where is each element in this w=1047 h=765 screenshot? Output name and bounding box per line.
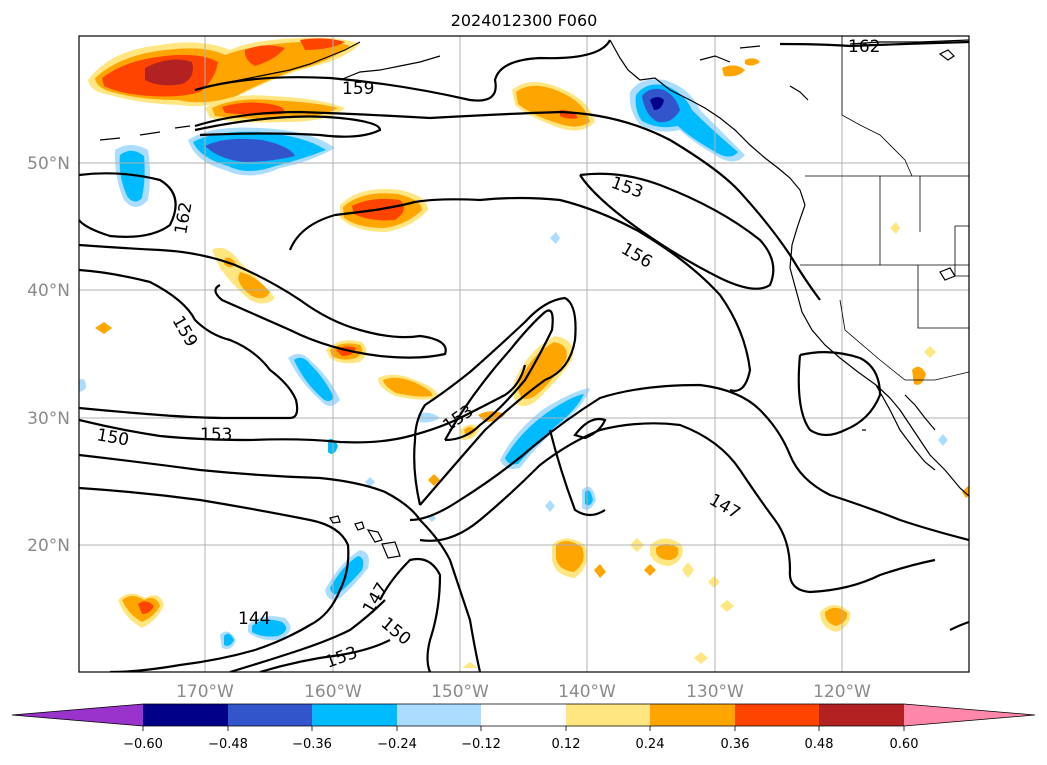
lat-label: 30°N xyxy=(27,409,70,429)
colorbar-extend-right xyxy=(904,704,1035,726)
colorbar-tick-label: 0.60 xyxy=(890,737,919,752)
colorbar-bin xyxy=(143,704,228,726)
lon-label: 140°W xyxy=(558,682,616,702)
colorbar-tick-label: −0.36 xyxy=(292,737,332,752)
colorbar-bin xyxy=(566,704,650,726)
lon-label: 160°W xyxy=(304,682,362,702)
lon-label: 130°W xyxy=(686,682,744,702)
map-title: 2024012300 F060 xyxy=(451,11,598,30)
colorbar-bin xyxy=(481,704,566,726)
contour-label: 159 xyxy=(342,79,374,99)
contour-label: 162 xyxy=(848,37,880,57)
colorbar-bin xyxy=(228,704,312,726)
colorbar-bin xyxy=(819,704,904,726)
contour-label: 153 xyxy=(200,425,232,445)
colorbar-tick-label: −0.24 xyxy=(377,737,417,752)
contour-label: 144 xyxy=(238,609,270,629)
latitude-labels: 50°N 40°N 30°N 20°N xyxy=(27,154,70,556)
colorbar-tick-label: −0.48 xyxy=(208,737,248,752)
map-figure: 2024012300 F060 xyxy=(0,0,1047,765)
lat-label: 40°N xyxy=(27,281,70,301)
colorbar-bin xyxy=(312,704,397,726)
colorbar-bin xyxy=(397,704,481,726)
lat-label: 50°N xyxy=(27,154,70,174)
colorbar-tick-label: 0.48 xyxy=(805,737,834,752)
colorbar-tick-label: 0.36 xyxy=(721,737,750,752)
colorbar: −0.60 −0.48 −0.36 −0.24 −0.12 0.12 0.24 … xyxy=(12,704,1035,752)
colorbar-tick-label: −0.60 xyxy=(123,737,163,752)
lat-label: 20°N xyxy=(27,536,70,556)
lon-label: 170°W xyxy=(176,682,234,702)
colorbar-tick-label: 0.24 xyxy=(636,737,665,752)
colorbar-bin xyxy=(735,704,819,726)
colorbar-tick-label: 0.12 xyxy=(552,737,581,752)
colorbar-tick-label: −0.12 xyxy=(461,737,501,752)
longitude-labels: 170°W 160°W 150°W 140°W 130°W 120°W xyxy=(176,682,871,702)
lon-label: 150°W xyxy=(431,682,489,702)
colorbar-bin xyxy=(650,704,735,726)
lon-label: 120°W xyxy=(813,682,871,702)
colorbar-extend-left xyxy=(12,704,143,726)
